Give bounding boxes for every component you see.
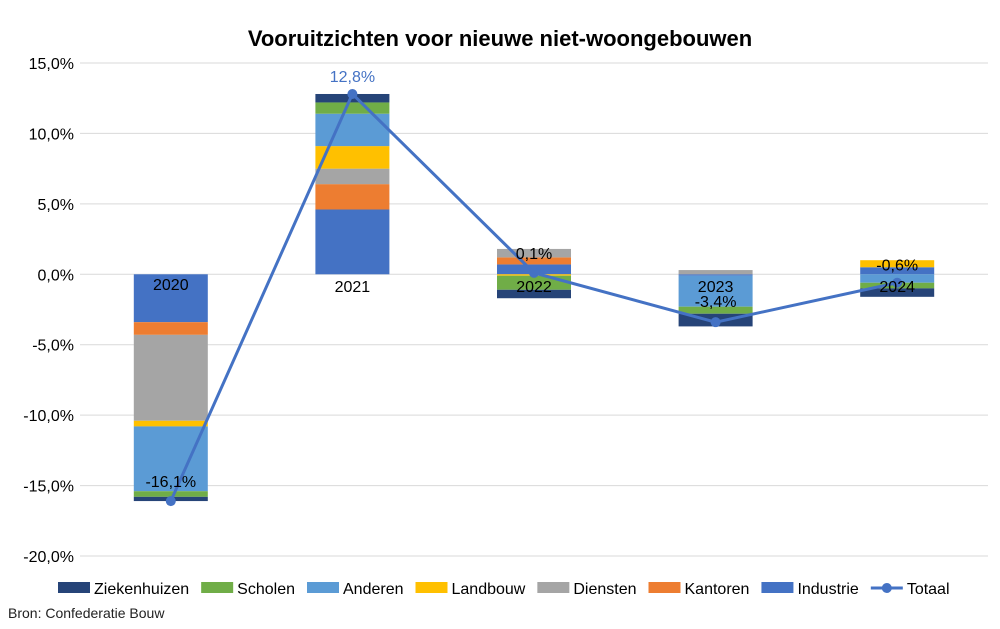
y-tick-label: 0,0% xyxy=(38,267,74,284)
y-tick-label: 10,0% xyxy=(29,126,74,143)
legend-swatch-ziekenhuizen xyxy=(58,582,90,593)
totaal-data-label: 0,1% xyxy=(516,246,552,263)
totaal-data-label: -16,1% xyxy=(145,474,196,491)
source-note: Bron: Confederatie Bouw xyxy=(8,605,165,621)
bar-scholen-2023 xyxy=(678,306,753,314)
bar-anderen-2023 xyxy=(678,275,753,307)
bar-kantoren-2022 xyxy=(497,257,571,265)
legend-swatch-scholen xyxy=(201,582,234,593)
totaal-point-2020 xyxy=(165,496,176,507)
y-tick-label: -15,0% xyxy=(23,479,74,496)
legend-swatch-landbouw xyxy=(415,582,448,593)
category-label: 2021 xyxy=(335,279,371,296)
bar-diensten-2021 xyxy=(315,168,390,185)
bar-scholen-2020 xyxy=(133,491,208,497)
bar-kantoren-2021 xyxy=(315,184,390,210)
totaal-data-label: 12,8% xyxy=(330,69,375,86)
chart-title: Vooruitzichten voor nieuwe niet-woongebo… xyxy=(248,26,752,51)
legend-swatch-industrie xyxy=(761,582,794,593)
totaal-data-label: -0,6% xyxy=(876,258,918,275)
category-label: 2020 xyxy=(153,277,189,294)
legend-label-totaal: Totaal xyxy=(907,581,950,598)
bar-landbouw-2020 xyxy=(133,420,208,427)
chart-svg: Vooruitzichten voor nieuwe niet-woongebo… xyxy=(23,26,988,598)
totaal-point-2022 xyxy=(529,267,539,278)
y-tick-label: 5,0% xyxy=(38,197,74,214)
bar-anderen-2020 xyxy=(133,426,208,492)
bar-diensten-2022 xyxy=(497,248,571,258)
category-label: 2023 xyxy=(698,279,734,296)
category-label: 2024 xyxy=(879,279,915,296)
legend-swatch-kantoren xyxy=(648,582,681,593)
totaal-data-label: -3,4% xyxy=(695,294,737,311)
legend-label-kantoren: Kantoren xyxy=(685,581,750,598)
bar-diensten-2023 xyxy=(678,270,753,275)
y-tick-label: -20,0% xyxy=(23,549,74,566)
totaal-point-2024 xyxy=(892,277,903,288)
bar-diensten-2020 xyxy=(133,334,208,421)
bar-industrie-2024 xyxy=(860,267,935,275)
legend-swatch-diensten xyxy=(537,582,570,593)
bar-industrie-2021 xyxy=(315,209,390,275)
y-tick-label: -10,0% xyxy=(23,408,74,425)
totaal-point-2023 xyxy=(710,317,721,328)
legend-marker-totaal xyxy=(881,583,892,593)
legend-label-landbouw: Landbouw xyxy=(452,581,526,598)
y-tick-label: -5,0% xyxy=(32,338,74,355)
bar-ziekenhuizen-2024 xyxy=(860,288,935,297)
legend-swatch-anderen xyxy=(307,582,339,593)
bar-industrie-2020 xyxy=(133,274,208,323)
legend-label-ziekenhuizen: Ziekenhuizen xyxy=(94,581,189,598)
y-tick-label: 15,0% xyxy=(29,56,74,73)
legend-label-anderen: Anderen xyxy=(343,581,404,598)
bar-landbouw-2024 xyxy=(860,260,935,268)
legend-label-industrie: Industrie xyxy=(797,581,858,598)
category-label: 2022 xyxy=(516,279,552,296)
bar-kantoren-2020 xyxy=(133,322,208,335)
bar-ziekenhuizen-2022 xyxy=(497,289,571,299)
legend-label-scholen: Scholen xyxy=(237,581,295,598)
bar-landbouw-2021 xyxy=(315,146,390,169)
bar-scholen-2021 xyxy=(315,102,390,114)
legend-label-diensten: Diensten xyxy=(573,581,636,598)
totaal-point-2021 xyxy=(347,88,358,99)
bar-industrie-2023 xyxy=(678,274,753,276)
